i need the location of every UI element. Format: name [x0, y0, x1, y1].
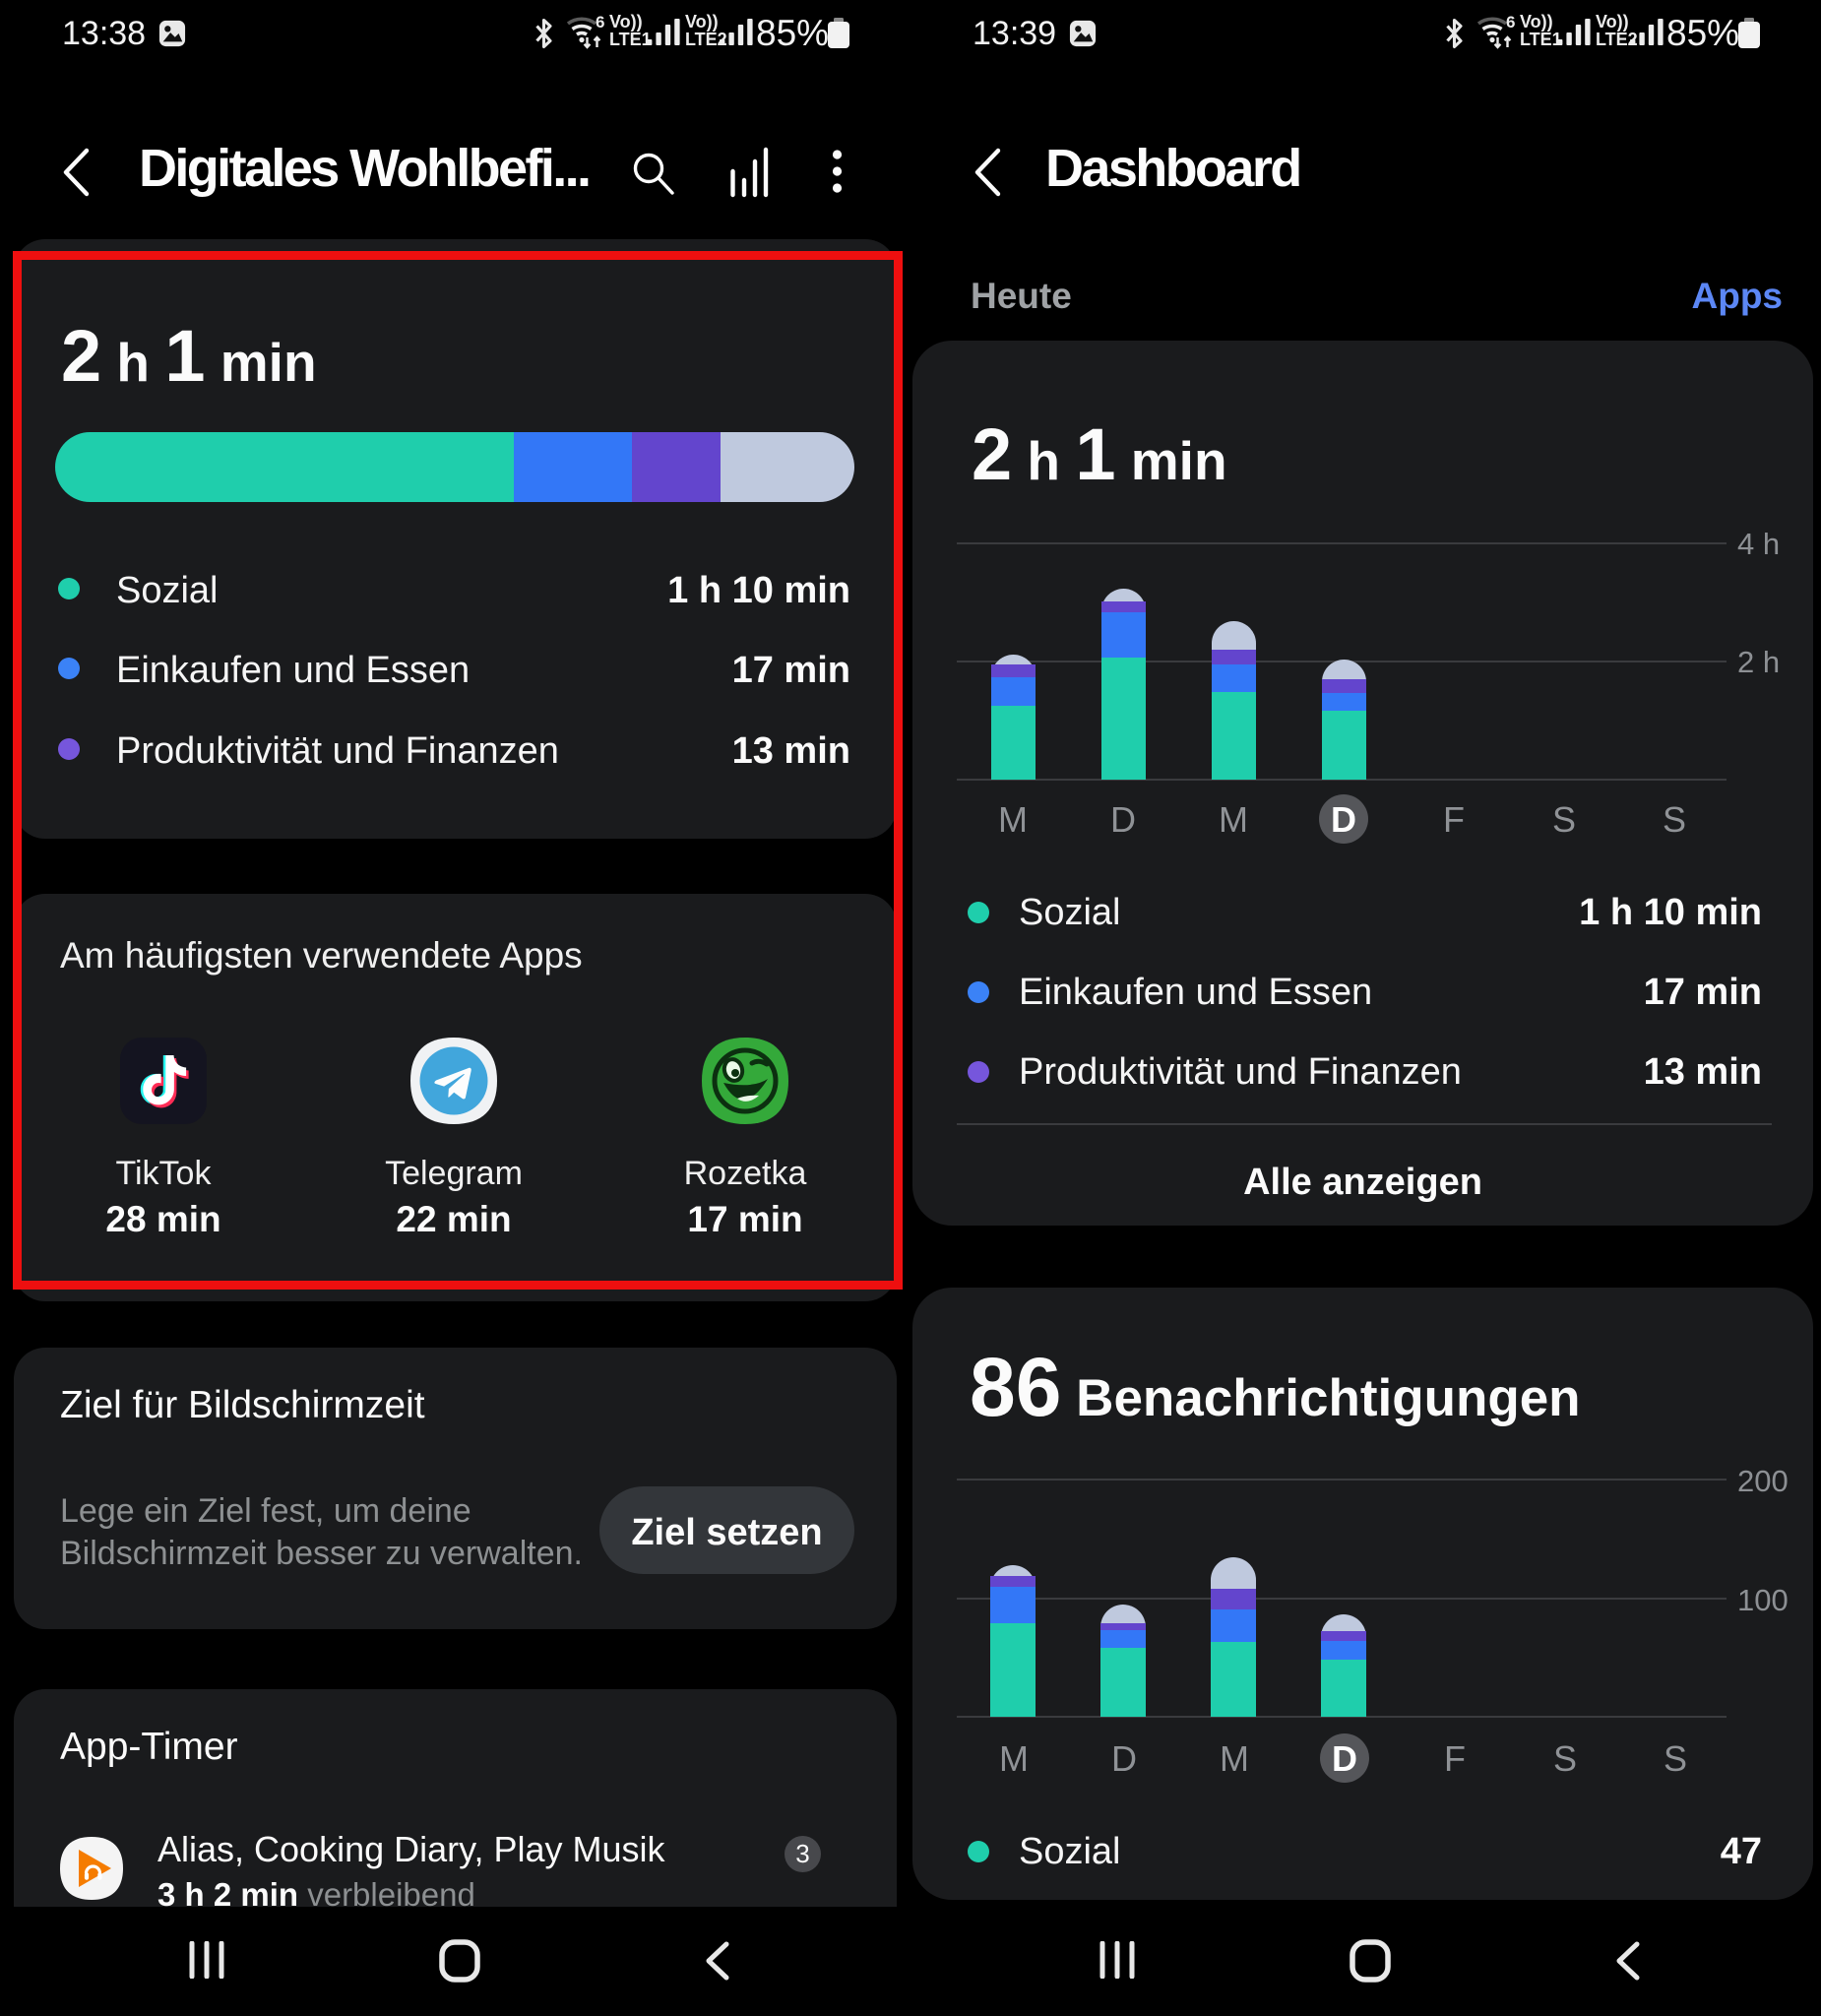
svg-text:2 h: 2 h: [1737, 645, 1780, 679]
svg-text:4 h: 4 h: [1737, 527, 1780, 561]
svg-text:S: S: [1664, 1738, 1687, 1779]
svg-text:M: M: [998, 799, 1028, 840]
svg-text:100: 100: [1737, 1583, 1789, 1617]
svg-text:D: D: [1332, 1738, 1357, 1779]
svg-text:D: D: [1111, 1738, 1137, 1779]
svg-text:D: D: [1110, 799, 1136, 840]
svg-text:S: S: [1552, 799, 1576, 840]
svg-text:F: F: [1444, 1738, 1466, 1779]
svg-text:S: S: [1663, 799, 1686, 840]
svg-text:200: 200: [1737, 1464, 1789, 1498]
svg-text:6: 6: [596, 13, 604, 32]
svg-text:M: M: [1220, 1738, 1249, 1779]
svg-text:D: D: [1331, 799, 1356, 840]
svg-text:F: F: [1443, 799, 1465, 840]
svg-text:6: 6: [1506, 13, 1515, 32]
svg-text:M: M: [1219, 799, 1248, 840]
svg-text:S: S: [1553, 1738, 1577, 1779]
svg-text:M: M: [999, 1738, 1029, 1779]
